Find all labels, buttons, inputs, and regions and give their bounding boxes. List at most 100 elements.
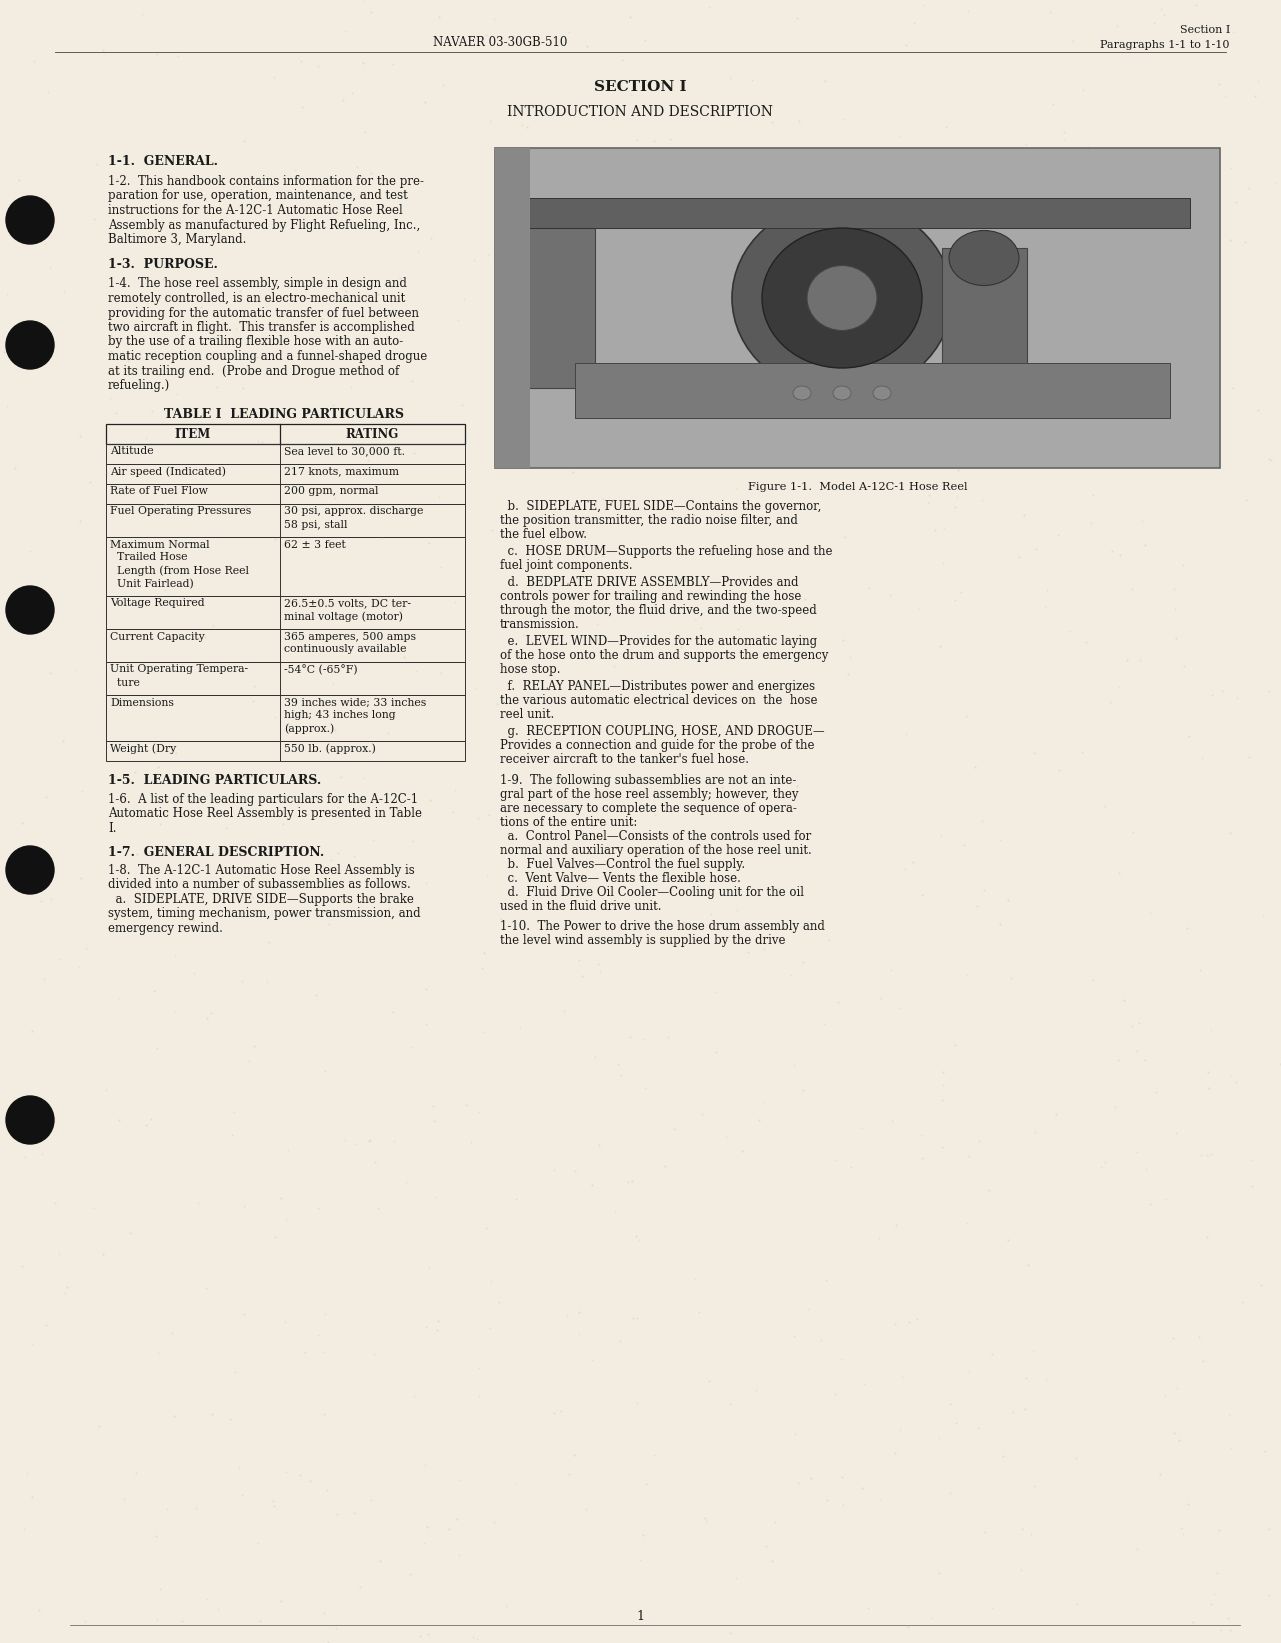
Text: Automatic Hose Reel Assembly is presented in Table: Automatic Hose Reel Assembly is presente… [108,807,421,820]
Bar [942,248,1027,368]
Bar [106,444,465,463]
Bar [106,629,465,662]
Text: 1-9.  The following subassemblies are not an inte-: 1-9. The following subassemblies are not… [500,774,797,787]
Text: c.  Vent Valve— Vents the flexible hose.: c. Vent Valve— Vents the flexible hose. [500,872,740,886]
Text: normal and auxiliary operation of the hose reel unit.: normal and auxiliary operation of the ho… [500,845,812,858]
Text: I.: I. [108,822,117,835]
Text: 58 psi, stall: 58 psi, stall [284,519,347,529]
Text: high; 43 inches long: high; 43 inches long [284,710,396,721]
Text: Assembly as manufactured by Flight Refueling, Inc.,: Assembly as manufactured by Flight Refue… [108,219,420,232]
Text: controls power for trailing and rewinding the hose: controls power for trailing and rewindin… [500,590,802,603]
Text: 365 amperes, 500 amps: 365 amperes, 500 amps [284,631,416,641]
Bar [520,199,1190,228]
Text: Paragraphs 1-1 to 1-10: Paragraphs 1-1 to 1-10 [1100,39,1230,49]
Bar [525,228,594,388]
Text: 217 knots, maximum: 217 knots, maximum [284,467,398,476]
Text: c.  HOSE DRUM—Supports the refueling hose and the: c. HOSE DRUM—Supports the refueling hose… [500,545,833,559]
Text: the fuel elbow.: the fuel elbow. [500,527,587,541]
Text: Voltage Required: Voltage Required [110,598,205,608]
Bar [494,148,530,468]
Bar [106,695,465,741]
Text: ture: ture [110,677,140,687]
Text: remotely controlled, is an electro-mechanical unit: remotely controlled, is an electro-mecha… [108,292,405,306]
Text: 1: 1 [635,1610,644,1623]
Text: TABLE I  LEADING PARTICULARS: TABLE I LEADING PARTICULARS [164,407,404,421]
Text: a.  Control Panel—Consists of the controls used for: a. Control Panel—Consists of the control… [500,830,811,843]
Text: reel unit.: reel unit. [500,708,555,721]
Text: Fuel Operating Pressures: Fuel Operating Pressures [110,506,251,516]
Bar [106,595,465,629]
Text: 1-8.  The A-12C-1 Automatic Hose Reel Assembly is: 1-8. The A-12C-1 Automatic Hose Reel Ass… [108,864,415,877]
Text: fuel joint components.: fuel joint components. [500,559,633,572]
Text: are necessary to complete the sequence of opera-: are necessary to complete the sequence o… [500,802,797,815]
Text: emergency rewind.: emergency rewind. [108,922,223,935]
Ellipse shape [872,386,892,399]
Text: gral part of the hose reel assembly; however, they: gral part of the hose reel assembly; how… [500,789,798,802]
Text: refueling.): refueling.) [108,380,170,393]
Bar [106,662,465,695]
Ellipse shape [793,386,811,399]
Text: SECTION I: SECTION I [593,81,687,94]
Text: e.  LEVEL WIND—Provides for the automatic laying: e. LEVEL WIND—Provides for the automatic… [500,634,817,647]
Text: d.  BEDPLATE DRIVE ASSEMBLY—Provides and: d. BEDPLATE DRIVE ASSEMBLY—Provides and [500,577,798,588]
Text: 62 ± 3 feet: 62 ± 3 feet [284,539,346,549]
Text: f.  RELAY PANEL—Distributes power and energizes: f. RELAY PANEL—Distributes power and ene… [500,680,815,693]
Text: the level wind assembly is supplied by the drive: the level wind assembly is supplied by t… [500,933,785,946]
Text: Altitude: Altitude [110,447,154,457]
Text: at its trailing end.  (Probe and Drogue method of: at its trailing end. (Probe and Drogue m… [108,365,400,378]
Ellipse shape [762,228,922,368]
Text: hose stop.: hose stop. [500,664,561,675]
Bar [575,363,1170,417]
Bar [494,148,1220,468]
Text: 1-5.  LEADING PARTICULARS.: 1-5. LEADING PARTICULARS. [108,774,322,787]
Text: by the use of a trailing flexible hose with an auto-: by the use of a trailing flexible hose w… [108,335,404,348]
Bar [106,463,465,483]
Text: 1-2.  This handbook contains information for the pre-: 1-2. This handbook contains information … [108,176,424,187]
Text: Weight (Dry: Weight (Dry [110,744,177,754]
Text: Provides a connection and guide for the probe of the: Provides a connection and guide for the … [500,739,815,752]
Text: Unit Fairlead): Unit Fairlead) [110,578,193,588]
Text: RATING: RATING [346,427,400,440]
Ellipse shape [949,230,1018,286]
Text: 1-4.  The hose reel assembly, simple in design and: 1-4. The hose reel assembly, simple in d… [108,278,407,291]
Text: Length (from Hose Reel: Length (from Hose Reel [110,565,249,577]
Text: 1-10.  The Power to drive the hose drum assembly and: 1-10. The Power to drive the hose drum a… [500,920,825,933]
Text: through the motor, the fluid drive, and the two-speed: through the motor, the fluid drive, and … [500,605,817,618]
Text: d.  Fluid Drive Oil Cooler—Cooling unit for the oil: d. Fluid Drive Oil Cooler—Cooling unit f… [500,886,804,899]
Text: paration for use, operation, maintenance, and test: paration for use, operation, maintenance… [108,189,407,202]
Text: 1-1.  GENERAL.: 1-1. GENERAL. [108,154,218,168]
Text: g.  RECEPTION COUPLING, HOSE, AND DROGUE—: g. RECEPTION COUPLING, HOSE, AND DROGUE— [500,725,825,738]
Text: Sea level to 30,000 ft.: Sea level to 30,000 ft. [284,447,405,457]
Text: the position transmitter, the radio noise filter, and: the position transmitter, the radio nois… [500,514,798,527]
Text: 550 lb. (approx.): 550 lb. (approx.) [284,744,375,754]
Text: Air speed (Indicated): Air speed (Indicated) [110,467,225,476]
Text: transmission.: transmission. [500,618,580,631]
Text: tions of the entire unit:: tions of the entire unit: [500,817,638,830]
Circle shape [6,196,54,245]
Text: Trailed Hose: Trailed Hose [110,552,187,562]
Text: 1-3.  PURPOSE.: 1-3. PURPOSE. [108,258,218,271]
Text: b.  SIDEPLATE, FUEL SIDE—Contains the governor,: b. SIDEPLATE, FUEL SIDE—Contains the gov… [500,499,821,513]
Text: of the hose onto the drum and supports the emergency: of the hose onto the drum and supports t… [500,649,829,662]
Text: 30 psi, approx. discharge: 30 psi, approx. discharge [284,506,424,516]
Text: minal voltage (motor): minal voltage (motor) [284,611,404,623]
Text: the various automatic electrical devices on  the  hose: the various automatic electrical devices… [500,693,817,706]
Text: two aircraft in flight.  This transfer is accomplished: two aircraft in flight. This transfer is… [108,320,415,334]
Bar [106,503,465,537]
Circle shape [6,320,54,370]
Text: Baltimore 3, Maryland.: Baltimore 3, Maryland. [108,233,246,246]
Text: instructions for the A-12C-1 Automatic Hose Reel: instructions for the A-12C-1 Automatic H… [108,204,402,217]
Text: b.  Fuel Valves—Control the fuel supply.: b. Fuel Valves—Control the fuel supply. [500,858,746,871]
Text: receiver aircraft to the tanker's fuel hose.: receiver aircraft to the tanker's fuel h… [500,752,749,766]
Text: Rate of Fuel Flow: Rate of Fuel Flow [110,486,208,496]
Ellipse shape [731,200,952,396]
Text: 200 gpm, normal: 200 gpm, normal [284,486,378,496]
Text: used in the fluid drive unit.: used in the fluid drive unit. [500,900,661,914]
Text: 39 inches wide; 33 inches: 39 inches wide; 33 inches [284,698,427,708]
Text: Current Capacity: Current Capacity [110,631,205,641]
Text: matic reception coupling and a funnel-shaped drogue: matic reception coupling and a funnel-sh… [108,350,428,363]
Text: 1-6.  A list of the leading particulars for the A-12C-1: 1-6. A list of the leading particulars f… [108,792,418,805]
Text: Maximum Normal: Maximum Normal [110,539,210,549]
Circle shape [6,587,54,634]
Bar [106,483,465,503]
